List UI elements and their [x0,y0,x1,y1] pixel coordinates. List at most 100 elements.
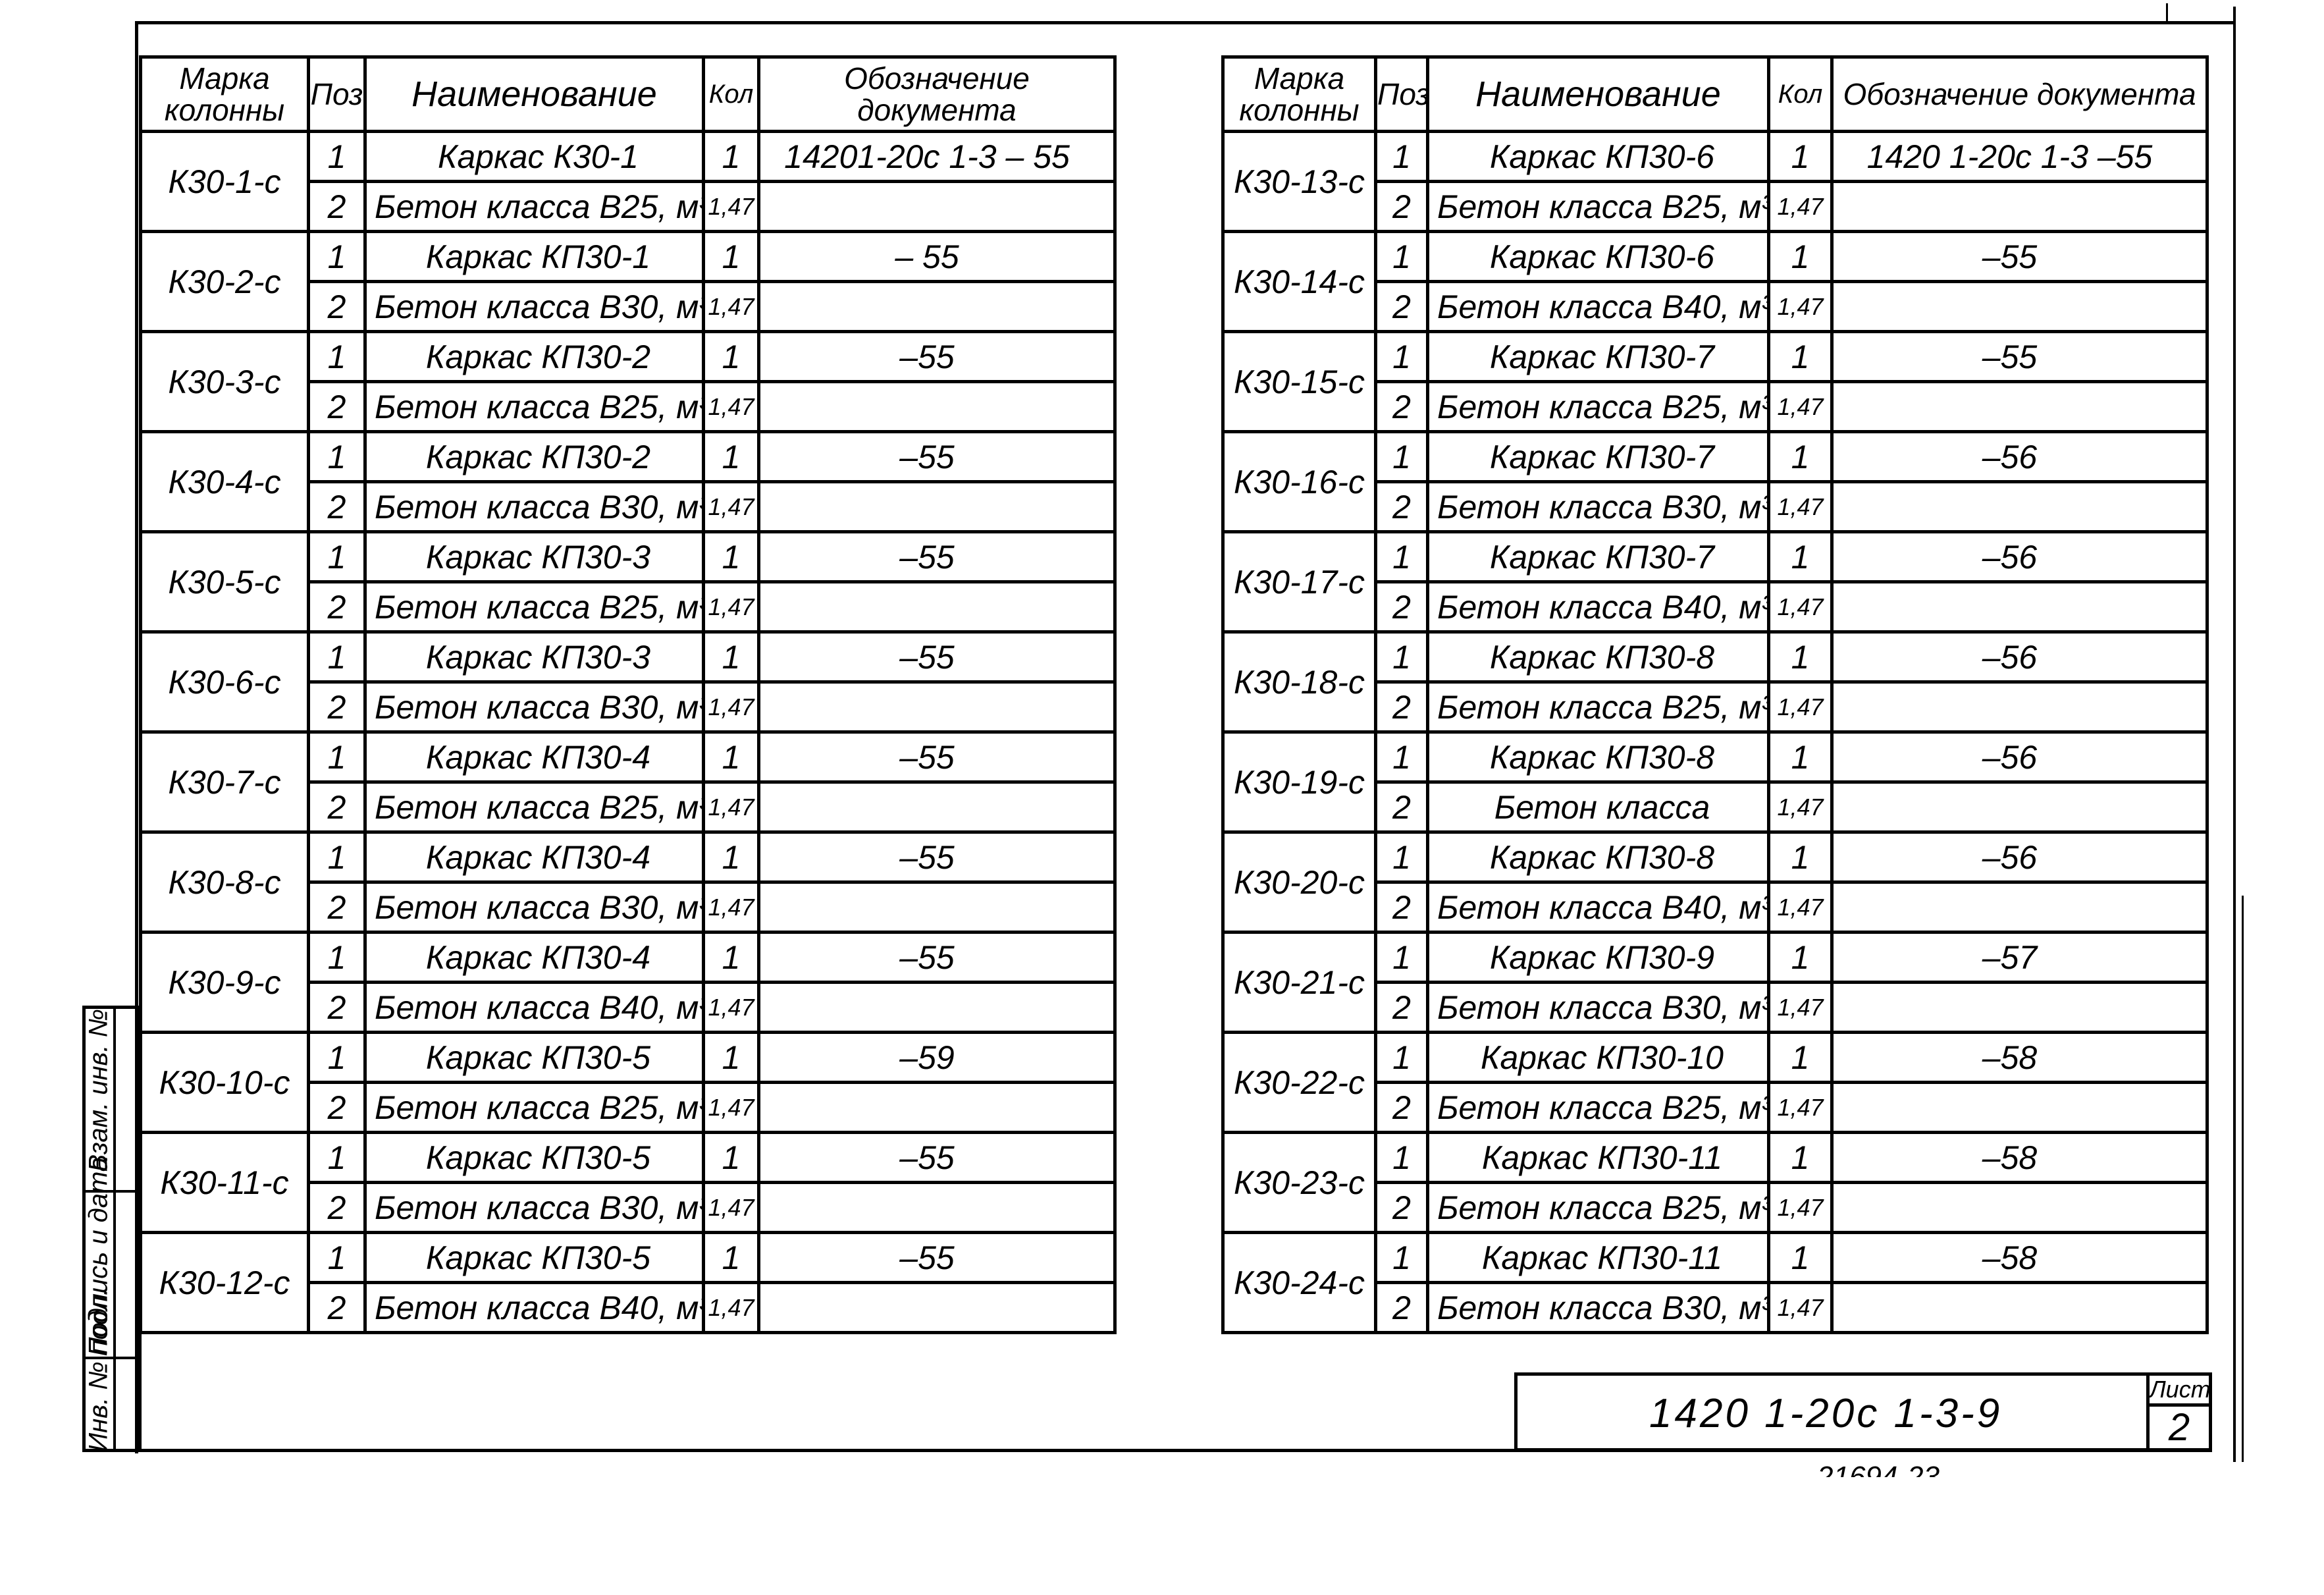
pos-cell: 2 [307,180,367,233]
doc-cell: –57 [1830,931,2209,984]
doc-cell [757,1081,1117,1134]
doc-cell [757,1181,1117,1234]
name-cell: Бетон класса В25, м³ [1426,1081,1770,1134]
table-row: К30-14-с 1 Каркас КП30-6 1 –55 [1221,230,2209,333]
doc-cell: – 55 [757,230,1117,283]
qty-cell: 1 [702,330,760,383]
name-cell: Бетон класса В40, м³ [363,981,705,1034]
name-cell: Каркас КП30-4 [363,931,705,984]
column-mark-cell: К30-21-с [1221,931,1377,1034]
pos-cell: 1 [1374,330,1429,383]
table-row: 2 Бетон класса В25, м³ 1,47 [1223,680,2209,734]
qty-cell: 1 [702,931,760,984]
document-code: 1420 1-20с 1-3-9 [1649,1391,2003,1436]
doc-cell [757,480,1117,533]
doc-cell [757,280,1117,333]
qty-cell: 1,47 [1767,1281,1834,1334]
doc-cell [1830,880,2209,934]
doc-cell [757,780,1117,834]
qty-cell: 1,47 [702,680,760,734]
qty-cell: 1 [1767,1131,1834,1184]
qty-cell: 1,47 [702,480,760,533]
table-row: 2 Бетон класса В25, м³ 1,47 [141,380,1117,433]
table-row: К30-19-с 1 Каркас КП30-8 1 –56 [1221,730,2209,834]
pos-cell: 2 [1374,180,1429,233]
signature-date-label: Подпись и дата [84,1156,113,1357]
pos-cell: 1 [307,330,367,383]
column-mark-cell: К30-24-с [1221,1231,1377,1334]
table-row: К30-4-с 1 Каркас КП30-2 1 –55 [139,430,1117,533]
name-cell: Каркас КП30-8 [1426,830,1770,884]
doc-cell [1830,280,2209,333]
name-cell: Каркас КП30-8 [1426,630,1770,684]
name-cell: Бетон класса [1426,780,1770,834]
pos-cell: 2 [307,780,367,834]
pos-cell: 2 [307,680,367,734]
doc-cell: –55 [757,1131,1117,1184]
column-mark-cell: К30-6-с [139,630,310,734]
qty-cell: 1 [1767,630,1834,684]
name-cell: Каркас КП30-4 [363,730,705,784]
table-row: 2 Бетон класса В25, м³ 1,47 [141,780,1117,834]
name-cell: Бетон класса В25, м³ [363,380,705,433]
doc-cell: –58 [1830,1131,2209,1184]
doc-cell: –55 [757,730,1117,784]
doc-cell: –56 [1830,430,2209,483]
name-cell: Бетон класса В30, м³ [363,1181,705,1234]
name-cell: Каркас КП30-2 [363,430,705,483]
qty-cell: 1 [1767,430,1834,483]
column-mark-cell: К30-20-с [1221,830,1377,934]
header-mark: Марка колонны [1221,55,1377,133]
pos-cell: 1 [307,130,367,183]
qty-cell: 1,47 [702,1181,760,1234]
doc-cell [1830,380,2209,433]
qty-cell: 1,47 [702,880,760,934]
qty-cell: 1 [702,230,760,283]
table-row: 2 Бетон класса В25, м³ 1,47 [141,180,1117,233]
table-row: 2 Бетон класса В25, м³ 1,47 [1223,1181,2209,1234]
header-doc: Обозначение документа [1830,55,2209,133]
doc-cell [757,981,1117,1034]
table-row: К30-10-с 1 Каркас КП30-5 1 –59 [139,1031,1117,1134]
table-row: 2 Бетон класса В30, м³ 1,47 [141,1181,1117,1234]
name-cell: Бетон класса В30, м³ [363,880,705,934]
pos-cell: 1 [1374,230,1429,283]
qty-cell: 1 [702,630,760,684]
name-cell: Бетон класса В25, м³ [363,1081,705,1134]
name-cell: Каркас КП30-8 [1426,730,1770,784]
frame-left-line [135,21,138,1453]
name-cell: Бетон класса В25, м³ [1426,180,1770,233]
doc-cell [757,580,1117,634]
qty-cell: 1 [702,1031,760,1084]
table-row: 2 Бетон класса В25, м³ 1,47 [1223,180,2209,233]
table-row: К30-23-с 1 Каркас КП30-11 1 –58 [1221,1131,2209,1234]
pos-cell: 2 [307,580,367,634]
column-mark-cell: К30-5-с [139,530,310,634]
name-cell: Бетон класса В40, м³ [1426,280,1770,333]
name-cell: Каркас КП30-11 [1426,1131,1770,1184]
trim-line [2242,896,2244,1462]
column-mark-cell: К30-16-с [1221,430,1377,533]
qty-cell: 1,47 [1767,180,1834,233]
qty-cell: 1 [1767,931,1834,984]
column-mark-cell: К30-1-с [139,130,310,233]
qty-cell: 1 [702,730,760,784]
column-mark-cell: К30-3-с [139,330,310,433]
column-mark-cell: К30-11-с [139,1131,310,1234]
name-cell: Бетон класса В25, м³ [1426,380,1770,433]
pos-cell: 1 [307,630,367,684]
pos-cell: 1 [1374,130,1429,183]
table-row: К30-7-с 1 Каркас КП30-4 1 –55 [139,730,1117,834]
qty-cell: 1,47 [702,1081,760,1134]
doc-cell [1830,780,2209,834]
table-row: К30-5-с 1 Каркас КП30-3 1 –55 [139,530,1117,634]
table-row: К30-1-с 1 Каркас К30-1 1 14201-20с 1-3 – 55 [139,130,1117,233]
doc-cell: –55 [757,430,1117,483]
table-row: 2 Бетон класса В25, м³ 1,47 [141,1081,1117,1134]
pos-cell: 2 [307,1181,367,1234]
pos-cell: 1 [307,1231,367,1284]
table-row: 2 Бетон класса В30, м³ 1,47 [1223,480,2209,533]
pos-cell: 2 [1374,1181,1429,1234]
doc-cell [1830,680,2209,734]
doc-cell [757,380,1117,433]
